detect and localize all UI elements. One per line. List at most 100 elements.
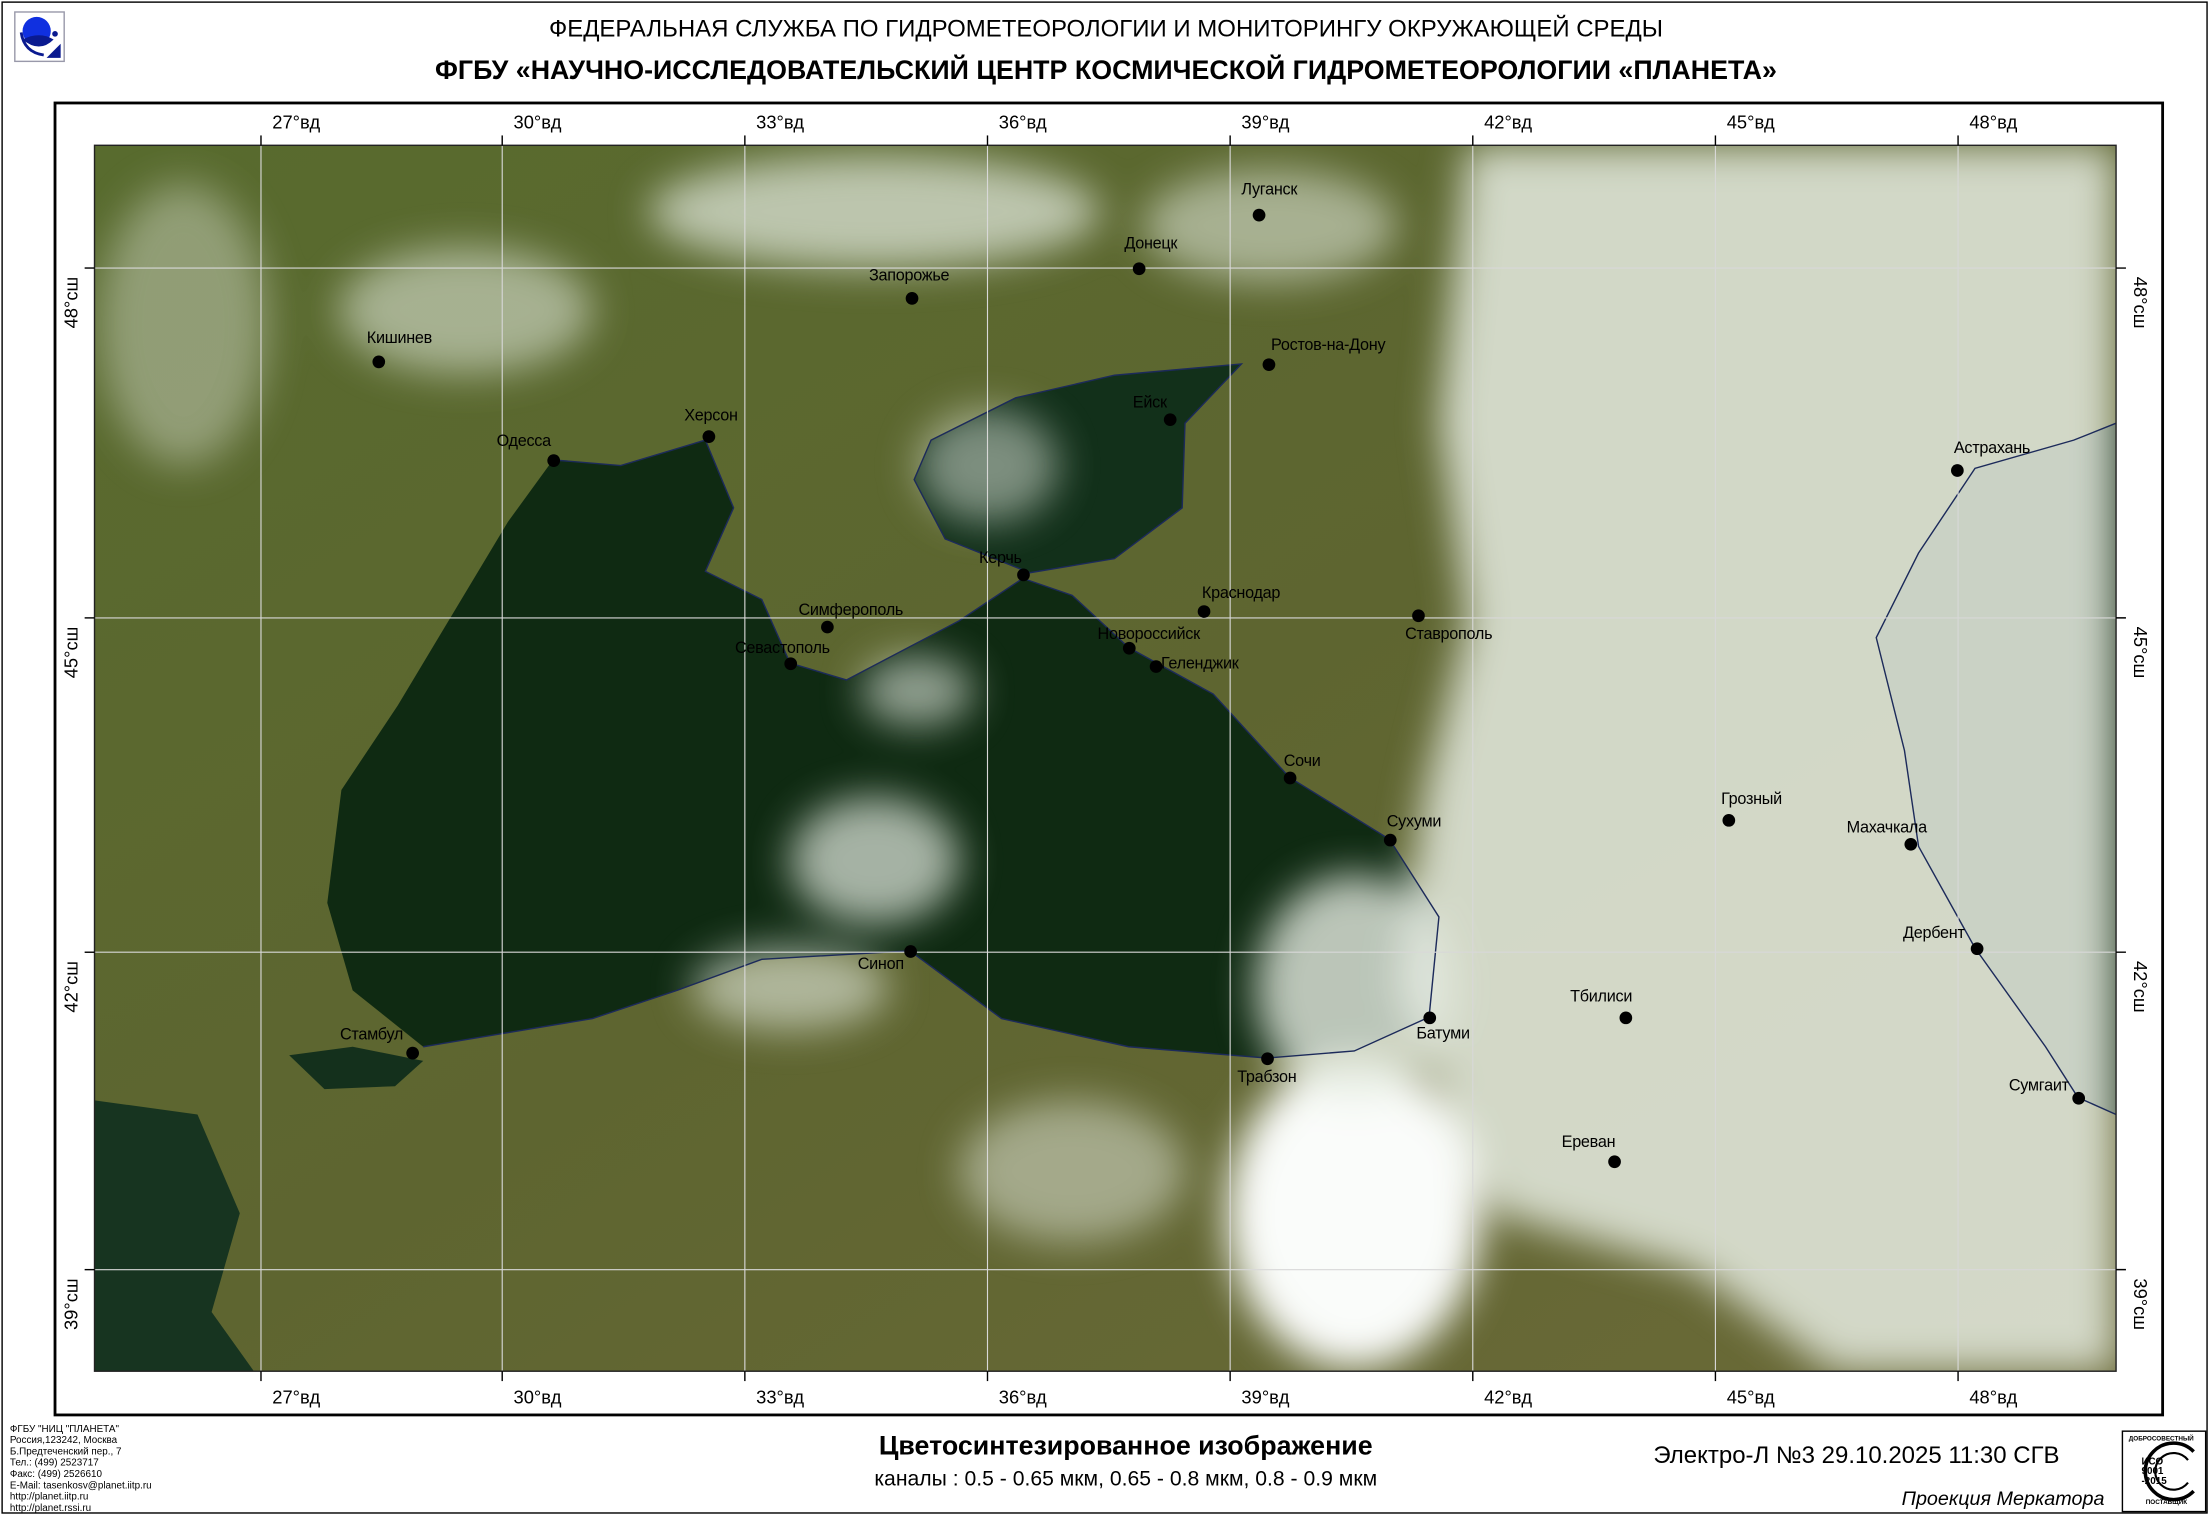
black-sea xyxy=(327,440,1439,1059)
lat-label-left: 39°сш xyxy=(60,1278,82,1331)
lat-label-right: 45°сш xyxy=(2129,626,2152,679)
city-marker xyxy=(1196,604,1210,618)
city-label: Сумгаит xyxy=(2008,1077,2069,1095)
city-label: Краснодар xyxy=(1201,585,1281,603)
city-label: Стамбул xyxy=(339,1026,404,1044)
contact-line: Факс: (499) 2526610 xyxy=(9,1469,102,1480)
lon-label-top: 33°вд xyxy=(756,111,805,133)
city-label: Херсон xyxy=(684,407,738,425)
city-marker xyxy=(2071,1091,2085,1104)
center-title: ФГБУ «НАУЧНО-ИССЛЕДОВАТЕЛЬСКИЙ ЦЕНТР КОС… xyxy=(435,56,1777,87)
city-marker xyxy=(371,354,385,368)
city-marker xyxy=(1149,659,1162,673)
city-marker xyxy=(820,620,834,633)
contact-line: Б.Предтеченский пер., 7 xyxy=(9,1447,122,1458)
cloud-cover xyxy=(98,145,2117,1372)
city-label: Сочи xyxy=(1283,753,1321,771)
city-marker xyxy=(1411,608,1425,622)
contact-line: ФГБУ "НИЦ "ПЛАНЕТА" xyxy=(9,1424,119,1435)
city-marker xyxy=(1903,837,1917,850)
axis-ticks xyxy=(84,135,2126,1382)
lon-label-bottom: 48°вд xyxy=(1969,1386,2018,1408)
sea-of-marmara xyxy=(289,1046,424,1090)
city-label: Ейск xyxy=(1132,394,1167,412)
lat-label-right: 42°сш xyxy=(2129,960,2152,1013)
lon-label-bottom: 45°вд xyxy=(1726,1386,1775,1408)
city-label: Геленджик xyxy=(1161,655,1239,673)
city-marker xyxy=(1252,208,1265,221)
lon-label-bottom: 27°вд xyxy=(272,1386,321,1408)
city-label: Донецк xyxy=(1124,235,1178,253)
contact-info: ФГБУ "НИЦ "ПЛАНЕТА" Россия,123242, Москв… xyxy=(10,1425,152,1515)
lon-label-top: 42°вд xyxy=(1484,111,1533,133)
iso-badge: ДОБРОСОВЕСТНЫЙ ИСО 9001 -2015 ПОСТАВЩИК xyxy=(2121,1430,2207,1513)
city-marker xyxy=(1260,1051,1274,1065)
city-marker xyxy=(1607,1154,1621,1168)
city-label: Махачкала xyxy=(1846,819,1927,837)
lon-label-top: 45°вд xyxy=(1726,111,1775,133)
lon-label-bottom: 39°вд xyxy=(1241,1386,1290,1408)
city-marker xyxy=(1383,833,1396,846)
lon-label-top: 30°вд xyxy=(513,111,562,133)
lon-label-top: 39°вд xyxy=(1241,111,1290,133)
city-label: Севастополь xyxy=(734,640,830,658)
agency-title: ФЕДЕРАЛЬНАЯ СЛУЖБА ПО ГИДРОМЕТЕОРОЛОГИИ … xyxy=(548,15,1664,43)
city-marker xyxy=(1970,941,1983,955)
lon-label-top: 27°вд xyxy=(272,111,321,133)
city-label: Трабзон xyxy=(1237,1069,1297,1087)
city-label: Сухуми xyxy=(1386,813,1442,831)
city-marker xyxy=(1618,1010,1632,1024)
contact-email[interactable]: E-Mail: tasenkosv@planet.iitp.ru xyxy=(9,1481,152,1492)
city-label: Грозный xyxy=(1721,791,1782,809)
city-label: Запорожье xyxy=(868,268,950,285)
iso-badge-bottom: ПОСТАВЩИК xyxy=(2145,1498,2188,1506)
lat-label-left: 48°сш xyxy=(60,276,82,329)
lat-label-right: 39°сш xyxy=(2129,1278,2152,1331)
city-marker xyxy=(783,656,797,670)
graticule xyxy=(94,145,2117,1372)
iso-badge-middle: ИСО 9001 -2015 xyxy=(2141,1457,2167,1487)
lat-label-right: 48°сш xyxy=(2129,276,2152,329)
lon-label-bottom: 36°вд xyxy=(998,1386,1047,1408)
city-marker xyxy=(1422,1010,1436,1024)
city-marker xyxy=(1283,770,1296,784)
lat-label-left: 42°сш xyxy=(60,960,82,1013)
city-marker xyxy=(1132,261,1145,275)
channels-info: каналы : 0.5 - 0.65 мкм, 0.65 - 0.8 мкм,… xyxy=(874,1467,1378,1492)
iso-badge-top: ДОБРОСОВЕСТНЫЙ xyxy=(2128,1434,2194,1442)
planeta-logo xyxy=(14,11,65,63)
aegean-sea xyxy=(94,1100,254,1372)
city-label: Луганск xyxy=(1241,181,1298,199)
contact-link[interactable]: http://planet.iitp.ru xyxy=(9,1492,89,1503)
contact-link[interactable]: http://planet.rssi.ru xyxy=(9,1503,92,1514)
city-marker xyxy=(1950,463,1964,477)
city-marker xyxy=(546,453,560,467)
city-marker xyxy=(1016,567,1030,581)
city-label: Одесса xyxy=(496,433,552,451)
city-label: Керчь xyxy=(979,550,1022,568)
image-title: Цветосинтезированное изображение xyxy=(878,1431,1373,1462)
lon-label-bottom: 42°вд xyxy=(1484,1386,1533,1408)
city-marker xyxy=(1261,357,1275,371)
lon-label-bottom: 30°вд xyxy=(513,1386,562,1408)
city-label: Симферополь xyxy=(798,602,904,620)
city-marker xyxy=(405,1046,419,1059)
map-frame xyxy=(53,101,2165,1417)
coastline xyxy=(423,363,2117,1116)
satellite-timestamp: Электро-Л №3 29.10.2025 11:30 СГВ xyxy=(1653,1441,2060,1469)
city-label: Синоп xyxy=(857,956,904,974)
city-label: Новороссийск xyxy=(1097,626,1201,644)
lat-label-left: 45°сш xyxy=(60,626,82,679)
city-label: Астрахань xyxy=(1953,440,2031,458)
city-marker xyxy=(903,944,917,958)
city-marker xyxy=(701,429,715,443)
city-marker xyxy=(904,291,918,305)
city-label: Ростов-на-Дону xyxy=(1271,337,1386,355)
lon-label-top: 36°вд xyxy=(998,111,1047,133)
city-label: Батуми xyxy=(1416,1025,1470,1043)
contact-line: Тел.: (499) 2523717 xyxy=(9,1458,99,1469)
city-marker xyxy=(1122,641,1135,654)
